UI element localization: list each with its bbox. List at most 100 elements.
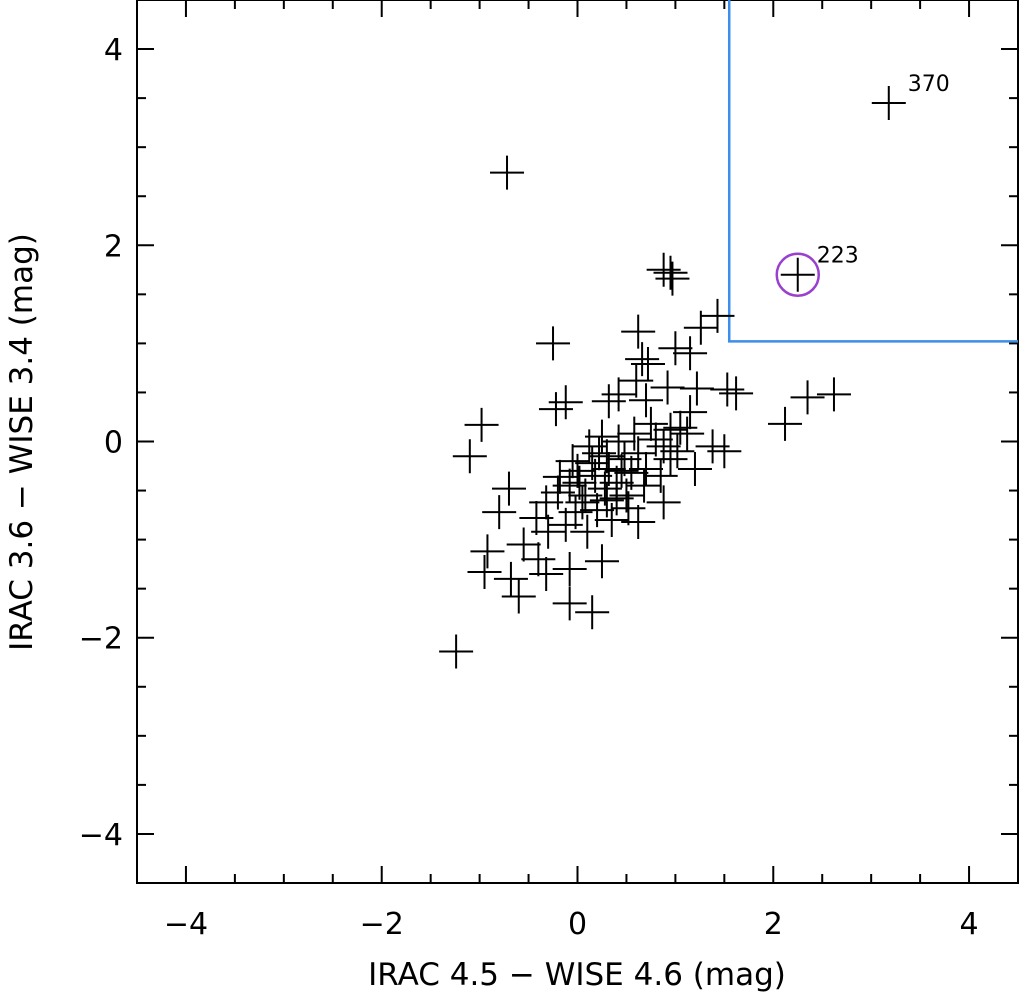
data-point — [707, 434, 742, 469]
data-point — [625, 342, 660, 377]
data-point — [464, 407, 499, 442]
data-point — [565, 485, 600, 520]
data-point — [670, 416, 705, 451]
data-point — [439, 634, 474, 669]
data-point — [629, 383, 664, 418]
data-point — [531, 514, 566, 549]
data-point — [677, 451, 712, 486]
data-point — [604, 453, 639, 488]
data-point — [552, 586, 587, 621]
data-point — [584, 544, 619, 579]
data-point — [491, 471, 526, 506]
plot-frame — [136, 0, 1019, 884]
tick-labels: −4 −2 0 2 4 −4 −2 0 2 4 — [79, 33, 979, 942]
data-point — [650, 370, 685, 405]
y-axis-label: IRAC 3.6 − WISE 3.4 (mag) — [4, 233, 40, 651]
data-point — [621, 504, 656, 539]
data-point — [538, 392, 573, 427]
data-point — [493, 561, 528, 596]
data-point — [710, 372, 745, 407]
highlight-circle — [775, 252, 820, 297]
data-point — [582, 436, 617, 471]
data-point — [584, 419, 619, 454]
data-point — [555, 444, 590, 479]
data-point — [638, 422, 673, 457]
data-point — [570, 514, 605, 549]
data-point — [621, 314, 656, 349]
data-point — [653, 255, 688, 290]
data-point — [816, 377, 851, 412]
data-point — [658, 331, 693, 366]
data-point — [679, 371, 714, 406]
data-point — [663, 410, 698, 445]
data-point — [617, 416, 652, 451]
data-point — [655, 261, 690, 296]
data-point — [619, 363, 654, 398]
data-point — [614, 455, 649, 490]
data-point — [501, 579, 536, 614]
data-point — [653, 442, 688, 477]
data-point — [591, 384, 626, 419]
x-tick-label: −2 — [360, 907, 404, 942]
data-point — [482, 495, 517, 530]
x-axis-label: IRAC 4.5 − WISE 4.6 (mag) — [368, 957, 786, 993]
data-point — [536, 326, 571, 361]
data-point — [673, 336, 708, 371]
data-point — [601, 424, 636, 459]
y-tick-label: 2 — [104, 229, 123, 264]
data-point — [548, 507, 583, 542]
data-point — [790, 380, 825, 415]
y-tick-label: 0 — [104, 426, 123, 461]
data-point — [542, 459, 577, 494]
data-point — [490, 155, 525, 190]
y-tick-label: 4 — [104, 33, 123, 68]
labeled-point-marker — [780, 257, 815, 292]
data-point — [700, 298, 735, 333]
data-point — [521, 542, 556, 577]
data-point — [540, 475, 575, 510]
data-point — [529, 556, 564, 591]
data-point — [629, 451, 664, 486]
data-point — [572, 429, 607, 464]
data-point — [601, 377, 636, 412]
data-point — [646, 429, 681, 464]
data-point — [609, 478, 644, 513]
labeled-point-marker — [871, 86, 906, 121]
data-point — [470, 534, 505, 569]
data-point — [506, 527, 541, 562]
x-tick-label: −4 — [164, 907, 208, 942]
data-point — [552, 552, 587, 587]
data-point — [633, 406, 668, 441]
x-tick-label: 0 — [568, 907, 587, 942]
data-point — [591, 451, 626, 486]
data-point — [646, 252, 681, 287]
data-point — [578, 458, 613, 493]
data-point — [580, 493, 615, 528]
data-point — [452, 439, 487, 474]
data-point — [660, 434, 695, 469]
data-point — [467, 554, 502, 589]
labeled-points: 370 223 — [775, 72, 950, 297]
point-label: 223 — [817, 244, 859, 269]
data-point — [768, 406, 803, 441]
y-tick-label: −2 — [79, 622, 123, 657]
data-point — [560, 453, 595, 488]
data-point — [643, 458, 678, 493]
data-point — [575, 446, 610, 481]
data-point — [621, 436, 656, 471]
data-point — [719, 376, 754, 411]
data-points — [439, 155, 851, 669]
x-tick-label: 4 — [960, 907, 979, 942]
data-point — [575, 595, 610, 630]
y-tick-label: −4 — [79, 818, 123, 853]
data-point — [589, 483, 624, 518]
x-tick-label: 2 — [764, 907, 783, 942]
data-point — [653, 412, 688, 447]
data-point — [646, 485, 681, 520]
data-point — [558, 495, 593, 530]
data-point — [594, 502, 629, 537]
axis-ticks — [136, 0, 1019, 884]
data-point — [627, 468, 662, 503]
data-point — [673, 395, 708, 430]
